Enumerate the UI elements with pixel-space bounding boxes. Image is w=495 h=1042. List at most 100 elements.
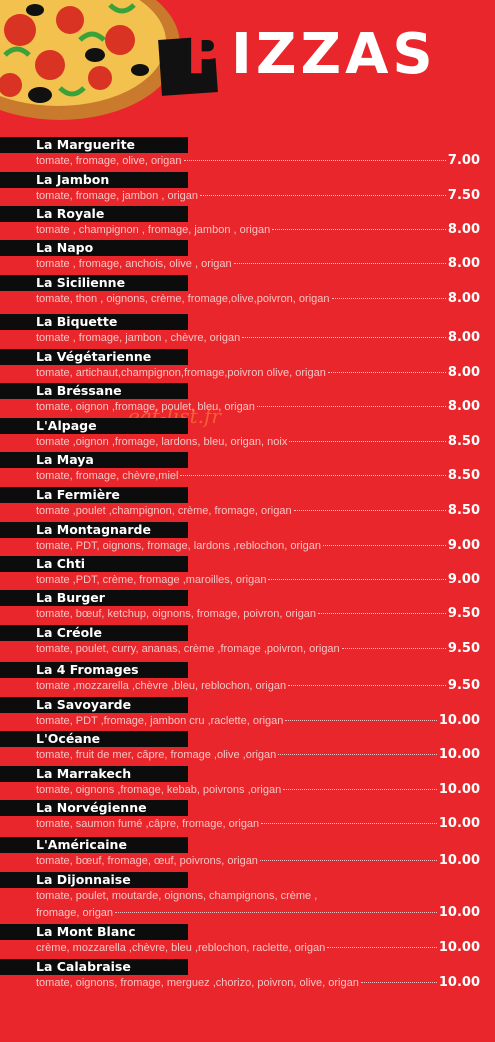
ingredients: tomate, saumon fumé ,câpre, fromage, ori…	[36, 818, 260, 830]
pizza-description: tomate ,PDT, crème, fromage ,maroilles, …	[36, 572, 480, 589]
pizza-description: tomate, thon , oignons, crème, fromage,o…	[36, 291, 480, 308]
description-line: tomate , fromage, jambon , chèvre, origa…	[36, 330, 480, 347]
description-line: fromage, origan 10.00	[36, 905, 480, 922]
ingredients: tomate, poulet, curry, ananas, crème ,fr…	[36, 643, 340, 655]
pizza-description: tomate, PDT ,fromage, jambon cru ,raclet…	[36, 713, 480, 730]
pizza-description: tomate, oignon ,fromage, poulet, bleu, o…	[36, 399, 480, 416]
pizza-name: L'Américaine	[0, 837, 188, 853]
pizza-description: tomate, fromage, chèvre,miel 8.50	[36, 468, 480, 485]
pizza-description: tomate , fromage, jambon , chèvre, origa…	[36, 330, 480, 347]
description-line: tomate, fromage, olive, origan 7.00	[36, 153, 480, 170]
pizza-description: tomate ,oignon ,fromage, lardons, bleu, …	[36, 434, 480, 451]
pizza-name: La Bréssane	[0, 383, 188, 399]
pizza-name: La Créole	[0, 625, 188, 641]
leader-dots	[256, 406, 446, 407]
ingredients: tomate, poulet, moutarde, oignons, champ…	[36, 890, 318, 902]
price: 10.00	[438, 853, 480, 868]
price: 9.00	[447, 538, 480, 553]
description-line: tomate ,oignon ,fromage, lardons, bleu, …	[36, 434, 480, 451]
ingredients: tomate, fromage, chèvre,miel	[36, 470, 179, 482]
price: 7.00	[447, 153, 480, 168]
pizza-name: La Marrakech	[0, 766, 188, 782]
pizza-name: La Chti	[0, 556, 188, 572]
description-line: tomate, PDT, oignons, fromage, lardons ,…	[36, 538, 480, 555]
leader-dots	[289, 441, 446, 442]
ingredients: tomate ,PDT, crème, fromage ,maroilles, …	[36, 574, 267, 586]
price: 8.00	[447, 222, 480, 237]
pizza-description: tomate, fruit de mer, câpre, fromage ,ol…	[36, 747, 480, 764]
description-line: tomate, poulet, curry, ananas, crème ,fr…	[36, 641, 480, 658]
ingredients: tomate, oignon ,fromage, poulet, bleu, o…	[36, 401, 255, 413]
price: 8.50	[447, 434, 480, 449]
ingredients: tomate , champignon , fromage, jambon , …	[36, 224, 271, 236]
pizza-name: La Biquette	[0, 314, 188, 330]
pizza-description: tomate, PDT, oignons, fromage, lardons ,…	[36, 538, 480, 555]
ingredients: tomate , fromage, jambon , chèvre, origa…	[36, 332, 241, 344]
price: 9.50	[447, 641, 480, 656]
leader-dots	[283, 789, 437, 790]
description-line: tomate, artichaut,champignon,fromage,poi…	[36, 365, 480, 382]
ingredients: crème, mozzarella ,chèvre, bleu ,rebloch…	[36, 942, 326, 954]
leader-dots	[327, 372, 446, 373]
pizza-name: L'Alpage	[0, 418, 188, 434]
pizza-description: tomate, artichaut,champignon,fromage,poi…	[36, 365, 480, 382]
ingredients: tomate, fromage, jambon , origan	[36, 190, 199, 202]
leader-dots	[259, 860, 437, 861]
description-line: tomate, thon , oignons, crème, fromage,o…	[36, 291, 480, 308]
price: 8.00	[447, 256, 480, 271]
pizza-description: tomate, oignons ,fromage, kebab, poivron…	[36, 782, 480, 799]
ingredients: tomate, oignons ,fromage, kebab, poivron…	[36, 784, 282, 796]
leader-dots	[261, 823, 437, 824]
leader-dots	[242, 337, 446, 338]
description-line: crème, mozzarella ,chèvre, bleu ,rebloch…	[36, 940, 480, 957]
pizza-name: La Végétarienne	[0, 349, 188, 365]
ingredients: tomate, PDT ,fromage, jambon cru ,raclet…	[36, 715, 284, 727]
price: 9.50	[447, 606, 480, 621]
ingredients: tomate, PDT, oignons, fromage, lardons ,…	[36, 540, 321, 552]
description-line: tomate, oignon ,fromage, poulet, bleu, o…	[36, 399, 480, 416]
pizza-description: tomate ,poulet ,champignon, crème, froma…	[36, 503, 480, 520]
pizza-name: La Marguerite	[0, 137, 188, 153]
leader-dots	[180, 475, 446, 476]
description-line: tomate , champignon , fromage, jambon , …	[36, 222, 480, 239]
price: 8.00	[447, 330, 480, 345]
price: 10.00	[438, 975, 480, 990]
leader-dots	[183, 160, 446, 161]
pizza-name: La Norvégienne	[0, 800, 188, 816]
ingredients: fromage, origan	[36, 907, 114, 919]
ingredients: tomate, fromage, olive, origan	[36, 155, 182, 167]
ingredients: tomate, fruit de mer, câpre, fromage ,ol…	[36, 749, 277, 761]
price: 9.50	[447, 678, 480, 693]
pizza-name: La Dijonnaise	[0, 872, 188, 888]
description-line: tomate , fromage, anchois, olive , origa…	[36, 256, 480, 273]
pizza-name: La Montagnarde	[0, 522, 188, 538]
pizza-description: tomate, oignons, fromage, merguez ,chori…	[36, 975, 480, 992]
ingredients: tomate ,oignon ,fromage, lardons, bleu, …	[36, 436, 288, 448]
pizza-description: tomate, poulet, curry, ananas, crème ,fr…	[36, 641, 480, 658]
leader-dots	[278, 754, 437, 755]
price: 8.00	[447, 365, 480, 380]
description-line: tomate, fromage, jambon , origan 7.50	[36, 188, 480, 205]
leader-dots	[200, 195, 446, 196]
leader-dots	[360, 982, 437, 983]
price: 10.00	[438, 905, 480, 920]
description-line: tomate, oignons ,fromage, kebab, poivron…	[36, 782, 480, 799]
leader-dots	[115, 912, 437, 913]
leader-dots	[318, 613, 446, 614]
leader-dots	[285, 720, 437, 721]
price: 10.00	[438, 940, 480, 955]
leader-dots	[341, 648, 446, 649]
pizza-name: La Sicilienne	[0, 275, 188, 291]
price: 10.00	[438, 816, 480, 831]
ingredients: tomate ,mozzarella ,chèvre ,bleu, rebloc…	[36, 680, 287, 692]
pizza-description: crème, mozzarella ,chèvre, bleu ,rebloch…	[36, 940, 480, 957]
price: 8.50	[447, 468, 480, 483]
pizza-description: tomate, bœuf, ketchup, oignons, fromage,…	[36, 606, 480, 623]
pizza-description: tomate , fromage, anchois, olive , origa…	[36, 256, 480, 273]
leader-dots	[288, 685, 446, 686]
title: PIZZAS	[186, 22, 437, 87]
ingredients: tomate, oignons, fromage, merguez ,chori…	[36, 977, 359, 989]
leader-dots	[331, 298, 446, 299]
pizza-name: La 4 Fromages	[0, 662, 188, 678]
leader-dots	[272, 229, 446, 230]
